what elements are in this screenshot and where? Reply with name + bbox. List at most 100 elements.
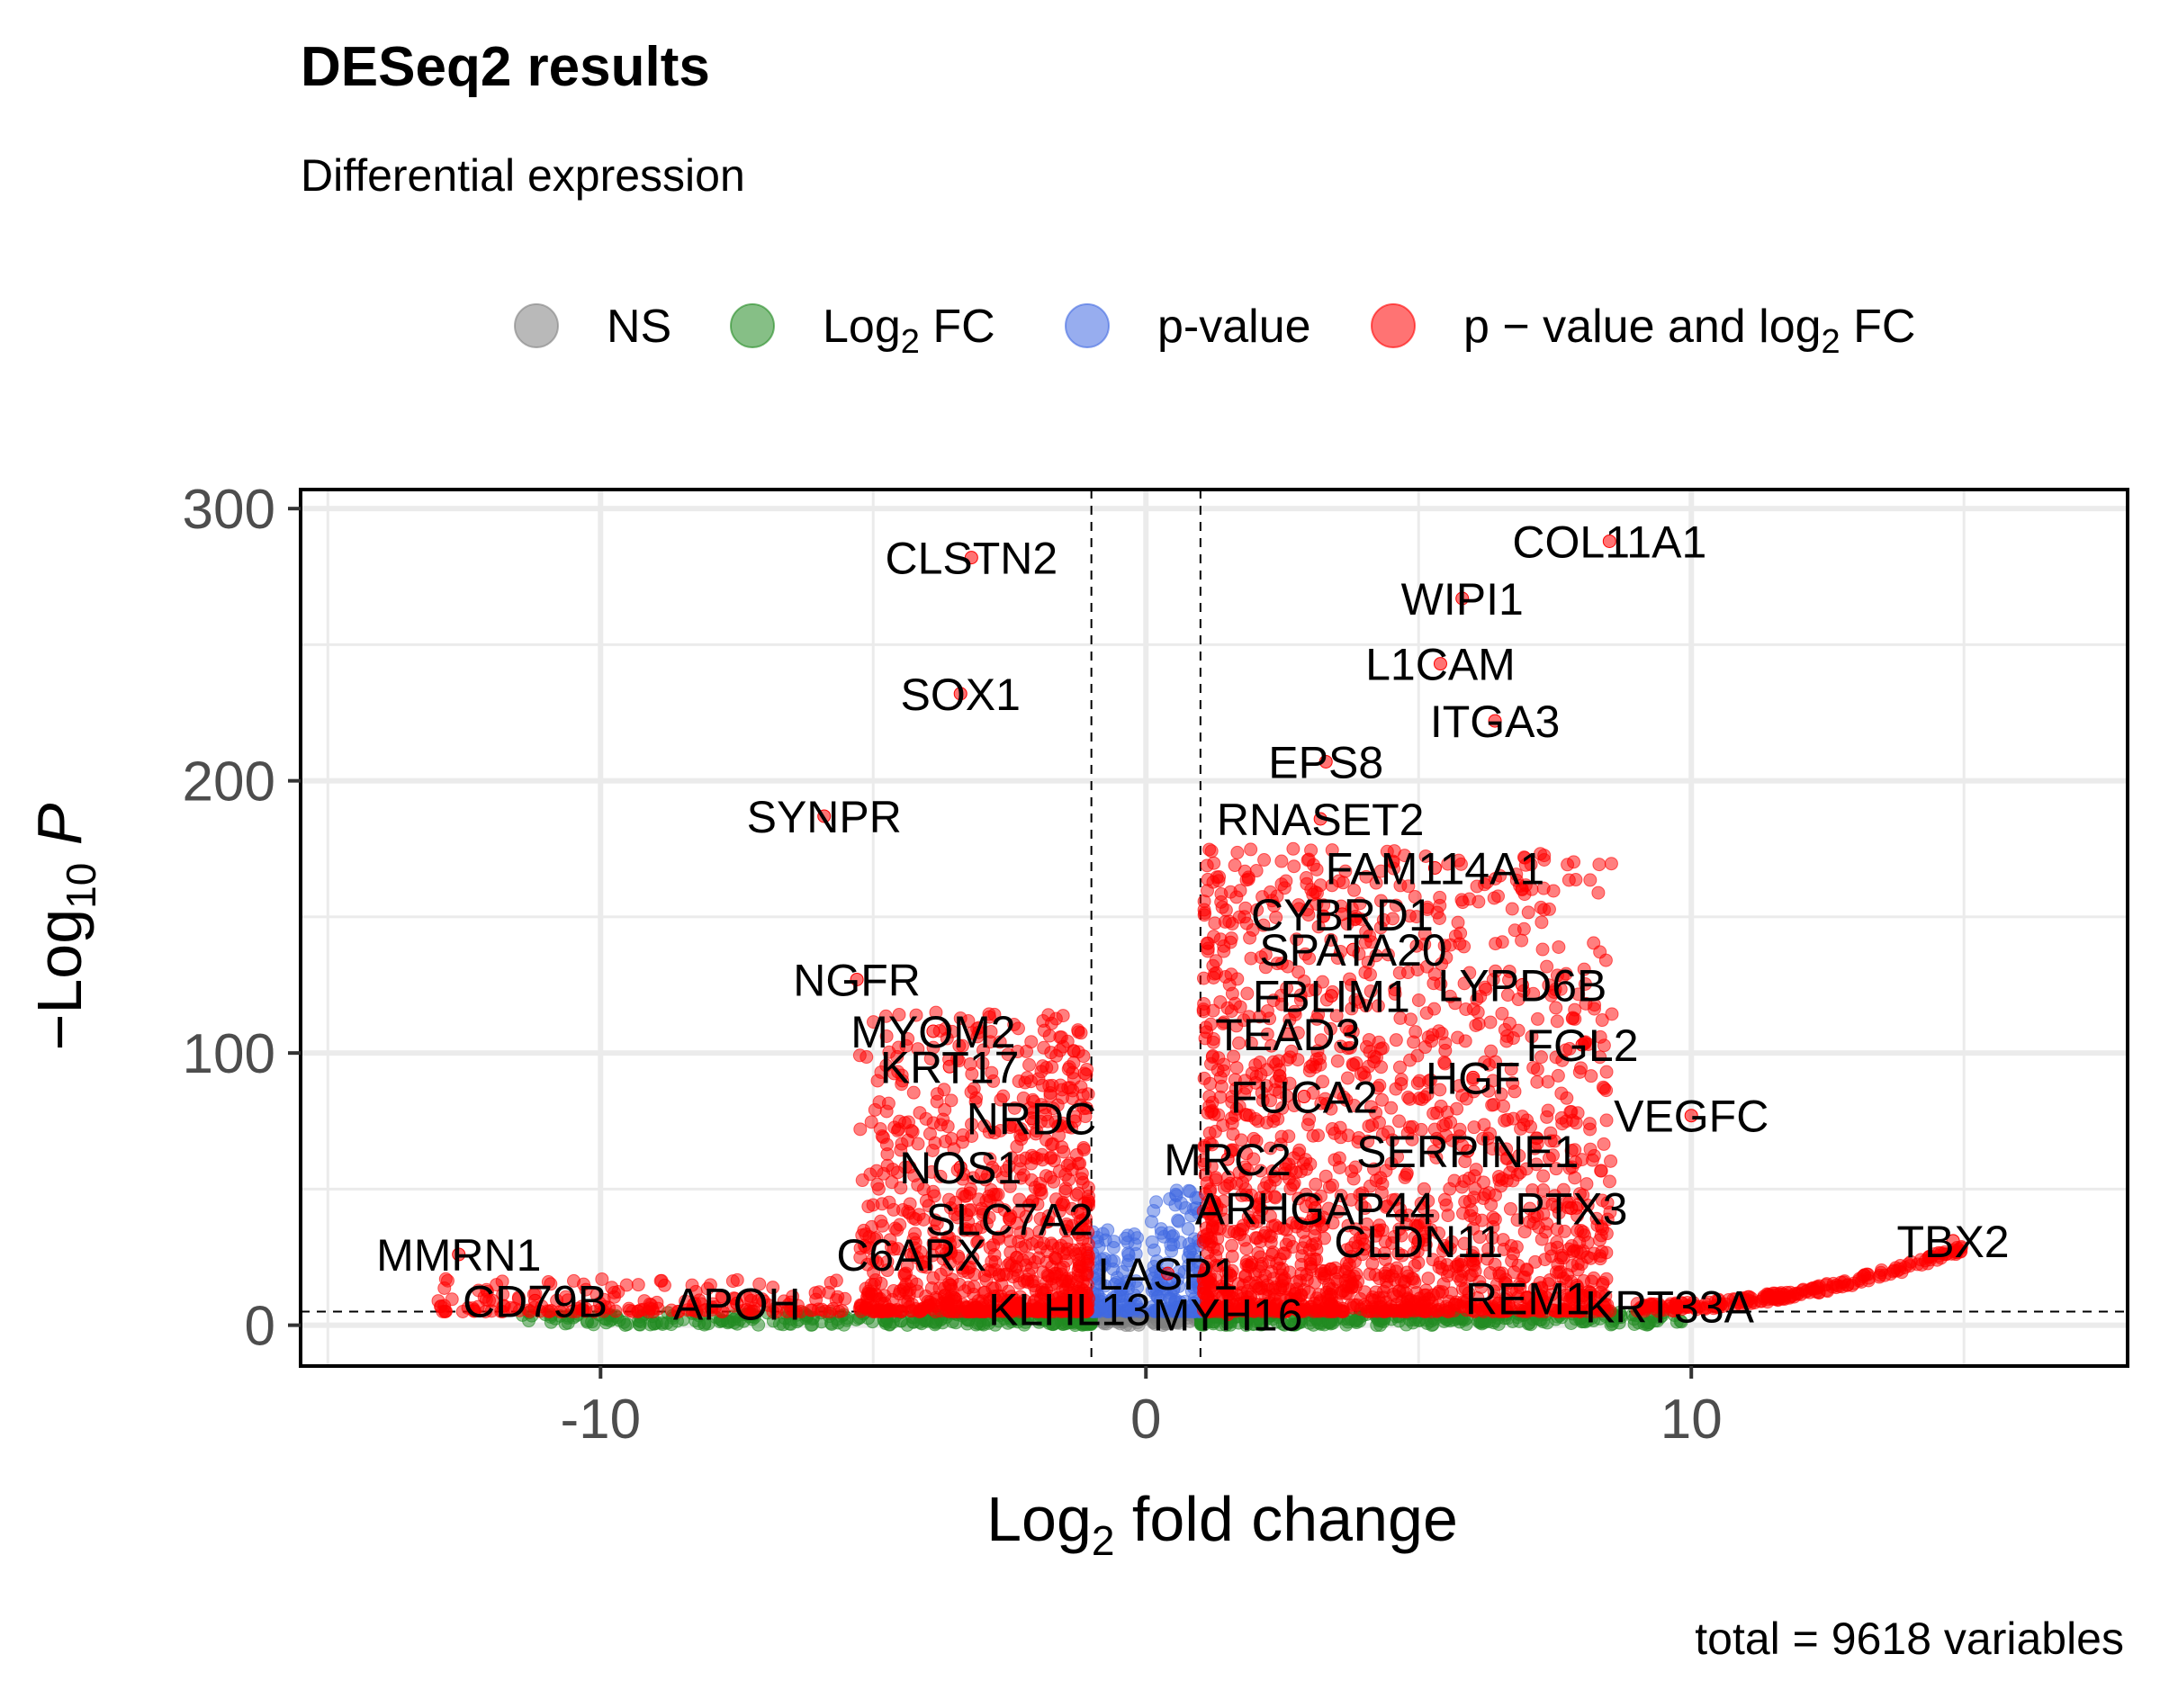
point-both	[1591, 885, 1606, 900]
gene-label: EPS8	[1268, 737, 1383, 787]
point-pvalue	[1169, 1183, 1184, 1198]
point-log2fc	[1614, 1310, 1628, 1325]
point-both	[1300, 1162, 1314, 1176]
point-both	[1592, 858, 1606, 872]
point-both	[1505, 902, 1519, 916]
point-both	[1597, 1137, 1611, 1151]
point-both	[1204, 844, 1219, 858]
point-both	[1436, 1285, 1450, 1299]
legend-swatch	[1065, 303, 1110, 348]
point-both	[1594, 1164, 1608, 1178]
point-both	[1858, 1268, 1872, 1282]
gene-label: SERPINE1	[1356, 1127, 1579, 1177]
point-both	[1066, 1044, 1081, 1058]
point-both	[1028, 1181, 1042, 1195]
point-both	[1389, 1082, 1403, 1096]
point-both	[876, 1130, 890, 1145]
point-both	[1418, 1303, 1433, 1317]
point-both	[1534, 915, 1549, 930]
point-both	[1306, 1128, 1320, 1143]
point-both	[809, 1292, 824, 1307]
point-both	[1476, 1191, 1490, 1206]
point-pvalue	[1172, 1214, 1186, 1228]
point-both	[1239, 1242, 1254, 1256]
point-both	[1403, 1053, 1418, 1067]
title-layer: DESeq2 results Differential expression	[301, 36, 745, 201]
point-both	[1292, 1143, 1307, 1157]
point-both	[889, 1304, 904, 1318]
legend-item-log2fc: Log2 FC	[730, 301, 995, 361]
point-both	[863, 1167, 878, 1182]
point-both	[1024, 1156, 1039, 1171]
point-both	[1875, 1263, 1889, 1277]
legend-label: p-value	[1157, 301, 1311, 353]
point-both	[914, 1304, 929, 1318]
gene-label: REM1	[1465, 1273, 1590, 1324]
point-pvalue	[1098, 1233, 1112, 1247]
point-both	[1303, 1256, 1318, 1271]
gene-label: FGL2	[1526, 1020, 1638, 1071]
gene-label: CD79B	[463, 1276, 608, 1326]
x-tick-label: 0	[1130, 1389, 1161, 1451]
point-both	[631, 1278, 645, 1292]
point-both	[1207, 856, 1221, 870]
y-tick-label: 200	[183, 751, 275, 814]
point-both	[1287, 859, 1301, 874]
point-both	[886, 1283, 901, 1298]
gene-label: KLHL13	[988, 1284, 1151, 1335]
point-both	[1206, 875, 1220, 889]
point-both	[1541, 1103, 1555, 1118]
point-both	[1544, 1249, 1559, 1263]
point-both	[1202, 1089, 1217, 1103]
point-both	[853, 1122, 868, 1137]
point-both	[987, 1247, 1002, 1262]
point-both	[1599, 1113, 1614, 1128]
point-both	[1593, 945, 1607, 959]
gene-label: FAM114A1	[1326, 843, 1545, 894]
point-both	[1429, 1303, 1444, 1317]
gene-label: L1CAM	[1365, 640, 1516, 690]
point-both	[1604, 1154, 1618, 1168]
point-both	[1550, 1235, 1564, 1249]
point-both	[1218, 914, 1232, 929]
grid-lines	[301, 490, 2128, 1366]
point-both	[1530, 1074, 1544, 1089]
point-both	[1521, 905, 1535, 920]
point-both	[1300, 853, 1315, 867]
x-tick-label: 10	[1660, 1389, 1723, 1451]
point-both	[1546, 884, 1561, 898]
point-both	[1206, 970, 1220, 984]
point-both	[1209, 954, 1223, 968]
x-axis-title: Log2 fold change	[986, 1484, 1458, 1564]
point-both	[1569, 873, 1583, 887]
point-both	[1449, 1295, 1463, 1309]
point-both	[893, 1218, 907, 1232]
gene-label: NOS1	[899, 1143, 1022, 1193]
point-both	[1560, 1091, 1574, 1105]
point-log2fc	[654, 1316, 669, 1330]
point-both	[1079, 1067, 1094, 1082]
gene-label: MRC2	[1164, 1135, 1292, 1185]
point-both	[835, 1304, 850, 1318]
point-both	[1462, 1194, 1477, 1209]
point-both	[1472, 894, 1486, 909]
gene-label: COL11A1	[1512, 517, 1706, 567]
point-both	[933, 1118, 948, 1132]
point-both	[928, 1299, 942, 1314]
point-both	[1564, 1104, 1579, 1119]
point-pvalue	[1145, 1235, 1159, 1249]
point-both	[1241, 872, 1256, 886]
gene-label: CLDN11	[1334, 1217, 1503, 1267]
point-both	[1411, 993, 1426, 1008]
point-both	[1299, 871, 1313, 885]
point-both	[1062, 1173, 1076, 1187]
point-both	[1248, 1267, 1263, 1281]
point-both	[1257, 853, 1272, 867]
point-both	[897, 1116, 912, 1130]
point-both	[1757, 1290, 1771, 1304]
y-tick-label: 100	[183, 1023, 275, 1085]
data-points	[431, 534, 1968, 1333]
gene-label: NRDC	[967, 1094, 1096, 1145]
point-both	[1042, 1079, 1057, 1093]
point-both	[1406, 1272, 1420, 1286]
